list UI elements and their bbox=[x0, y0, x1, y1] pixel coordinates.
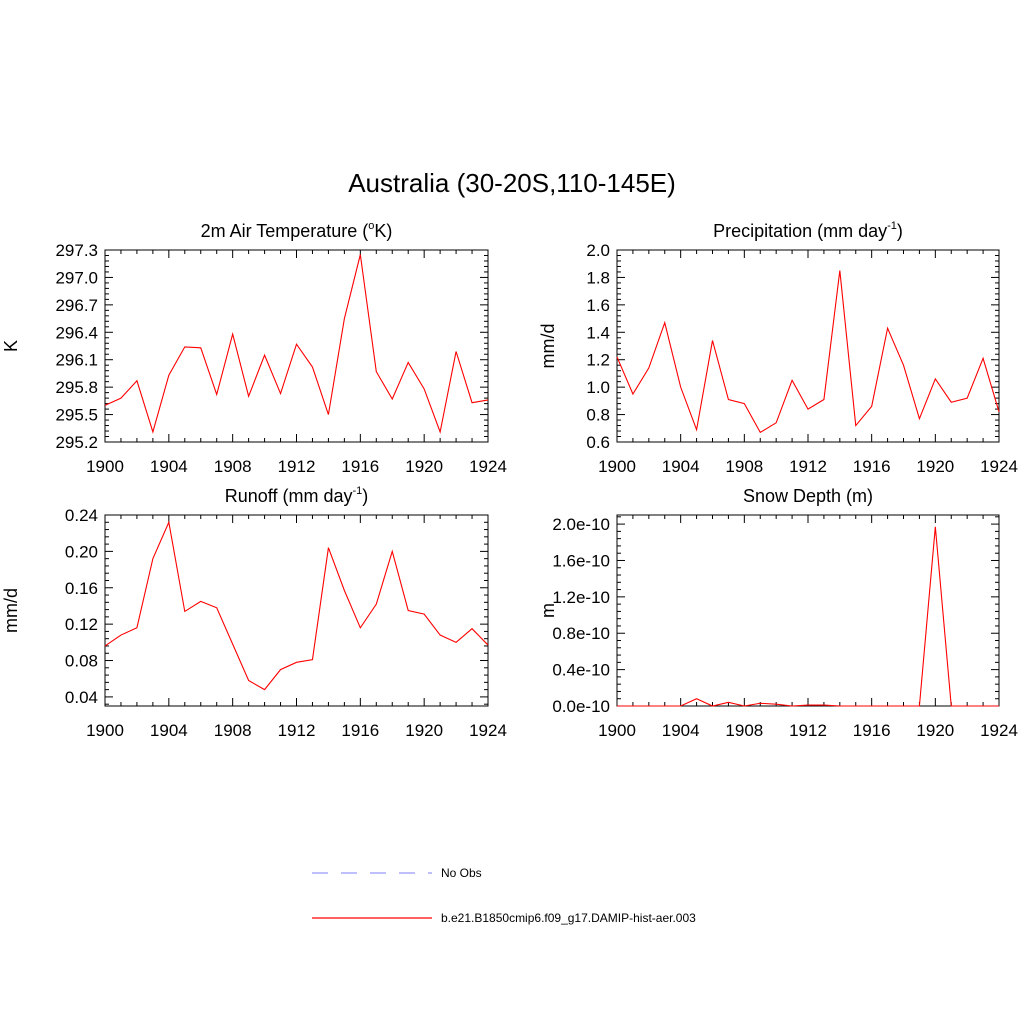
x-tick-label: 1916 bbox=[341, 721, 379, 740]
y-tick-label: 297.0 bbox=[55, 268, 98, 287]
x-tick-label: 1912 bbox=[789, 721, 827, 740]
y-tick-label: 1.8 bbox=[586, 268, 610, 287]
y-tick-label: 0.6 bbox=[586, 433, 610, 452]
x-tick-label: 1912 bbox=[278, 457, 316, 476]
x-tick-label: 1916 bbox=[853, 721, 891, 740]
y-tick-label: 0.8e-10 bbox=[552, 624, 610, 643]
y-tick-label: 0.24 bbox=[65, 506, 98, 525]
x-tick-label: 1908 bbox=[214, 721, 252, 740]
chart-panel-air-temperature: 1900 1904 1908 1912 1916 1920 1924 295.2 295.5 29… bbox=[1, 220, 507, 476]
x-tick-label: 1900 bbox=[86, 721, 124, 740]
x-tick-label: 1920 bbox=[916, 457, 954, 476]
data-series-line bbox=[104, 254, 489, 434]
y-tick-label: 0.8 bbox=[586, 406, 610, 425]
y-tick-label: 297.3 bbox=[55, 241, 98, 260]
y-axis-label: mm/d bbox=[1, 588, 21, 633]
legend-label-no-obs: No Obs bbox=[441, 866, 482, 880]
x-tick-label: 1908 bbox=[725, 457, 763, 476]
y-tick-label: 0.0e-10 bbox=[552, 697, 610, 716]
panel-title: Snow Depth (m) bbox=[743, 486, 873, 506]
x-tick-label: 1912 bbox=[278, 721, 316, 740]
y-tick-label: 2.0 bbox=[586, 241, 610, 260]
panel-title: 2m Air Temperature (oK) bbox=[201, 220, 393, 241]
y-tick-label: 0.20 bbox=[65, 542, 98, 561]
y-tick-label: 0.08 bbox=[65, 652, 98, 671]
y-tick-label: 296.4 bbox=[55, 323, 98, 342]
x-tick-label: 1904 bbox=[662, 721, 700, 740]
x-tick-label: 1900 bbox=[86, 457, 124, 476]
y-tick-label: 0.16 bbox=[65, 579, 98, 598]
x-tick-label: 1904 bbox=[150, 721, 188, 740]
legend-label-model: b.e21.B1850cmip6.f09_g17.DAMIP-hist-aer.… bbox=[441, 911, 696, 925]
y-axis-label: K bbox=[1, 340, 21, 352]
y-tick-label: 0.04 bbox=[65, 688, 98, 707]
data-series-line bbox=[104, 520, 489, 691]
x-tick-label: 1908 bbox=[725, 721, 763, 740]
x-tick-label: 1924 bbox=[469, 721, 507, 740]
y-tick-label: 295.8 bbox=[55, 378, 98, 397]
x-tick-label: 1924 bbox=[469, 457, 507, 476]
data-series-line bbox=[616, 270, 1000, 434]
x-tick-label: 1904 bbox=[662, 457, 700, 476]
y-tick-label: 1.4 bbox=[586, 323, 610, 342]
x-tick-label: 1924 bbox=[980, 457, 1018, 476]
x-tick-label: 1904 bbox=[150, 457, 188, 476]
x-tick-label: 1924 bbox=[980, 721, 1018, 740]
panel-title: Precipitation (mm day-1) bbox=[713, 220, 903, 241]
chart-panel-snow-depth: 1900 1904 1908 1912 1916 1920 1924 0.0e-10 0.4e-… bbox=[538, 486, 1018, 740]
x-tick-label: 1900 bbox=[598, 721, 636, 740]
x-tick-label: 1912 bbox=[789, 457, 827, 476]
y-tick-label: 1.2e-10 bbox=[552, 588, 610, 607]
y-tick-label: 296.1 bbox=[55, 351, 98, 370]
y-tick-label: 1.6 bbox=[586, 296, 610, 315]
chart-panel-runoff: 1900 1904 1908 1912 1916 1920 1924 0.04 0.08 0.12… bbox=[1, 485, 507, 740]
y-tick-label: 295.2 bbox=[55, 433, 98, 452]
y-tick-label: 0.12 bbox=[65, 615, 98, 634]
x-tick-label: 1900 bbox=[598, 457, 636, 476]
x-tick-label: 1908 bbox=[214, 457, 252, 476]
y-tick-label: 2.0e-10 bbox=[552, 515, 610, 534]
x-tick-label: 1920 bbox=[405, 721, 443, 740]
x-tick-label: 1916 bbox=[853, 457, 891, 476]
y-tick-label: 1.6e-10 bbox=[552, 551, 610, 570]
main-title: Australia (30-20S,110-145E) bbox=[348, 168, 676, 198]
x-tick-label: 1920 bbox=[916, 721, 954, 740]
y-tick-label: 296.7 bbox=[55, 296, 98, 315]
y-tick-label: 1.0 bbox=[586, 378, 610, 397]
x-tick-label: 1920 bbox=[405, 457, 443, 476]
data-series-line bbox=[617, 526, 999, 707]
y-tick-label: 295.5 bbox=[55, 406, 98, 425]
panel-title: Runoff (mm day-1) bbox=[225, 485, 369, 506]
y-tick-label: 1.2 bbox=[586, 351, 610, 370]
chart-panel-precipitation: 1900 1904 1908 1912 1916 1920 1924 0.6 0.8 1.0 1.2… bbox=[538, 220, 1018, 476]
x-tick-label: 1916 bbox=[341, 457, 379, 476]
y-axis-label: mm/d bbox=[538, 324, 558, 369]
y-axis-label: m bbox=[538, 603, 558, 618]
y-tick-label: 0.4e-10 bbox=[552, 661, 610, 680]
